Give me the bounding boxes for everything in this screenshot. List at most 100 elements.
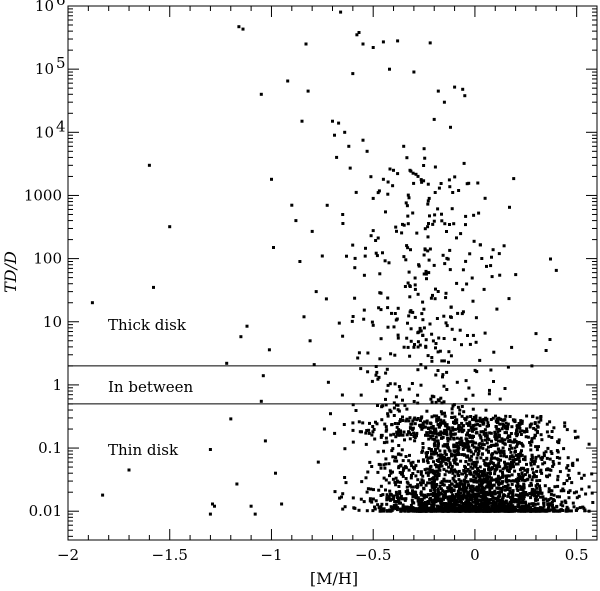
data-point	[503, 485, 507, 488]
data-point	[370, 320, 374, 324]
data-point	[478, 424, 482, 428]
x-tick-label: −1	[260, 546, 282, 564]
data-point	[549, 257, 552, 261]
data-point	[408, 295, 412, 299]
data-point	[512, 177, 516, 181]
y-tick-label-exponent: 6	[56, 0, 66, 9]
data-point	[521, 504, 524, 508]
data-point	[442, 314, 446, 318]
data-point	[505, 455, 508, 459]
data-point	[429, 464, 433, 468]
data-point	[428, 41, 432, 45]
data-point	[427, 271, 431, 275]
data-point	[521, 491, 524, 495]
data-point	[538, 509, 542, 513]
data-point	[481, 442, 484, 446]
data-point	[480, 452, 484, 456]
data-point	[298, 260, 302, 263]
data-point	[443, 414, 447, 418]
data-point	[333, 133, 336, 137]
data-point	[478, 445, 482, 449]
data-point	[435, 439, 439, 443]
data-point	[490, 255, 493, 259]
data-point	[401, 474, 405, 478]
data-point	[407, 430, 411, 434]
data-point	[548, 502, 551, 506]
data-point	[447, 178, 451, 182]
data-point	[548, 338, 552, 341]
data-point	[416, 393, 420, 397]
data-point	[425, 505, 429, 508]
data-point	[471, 500, 475, 504]
data-point	[509, 498, 513, 502]
data-point	[413, 343, 416, 346]
data-point	[490, 456, 494, 460]
x-tick-label: −0.5	[355, 546, 391, 564]
data-point	[377, 462, 381, 466]
data-point	[459, 232, 463, 236]
data-point	[384, 436, 388, 440]
data-point	[566, 464, 570, 468]
data-point	[535, 424, 539, 428]
data-point	[475, 370, 479, 374]
data-point	[529, 422, 533, 426]
data-point	[520, 429, 524, 433]
data-point	[451, 471, 455, 475]
data-point	[425, 277, 428, 281]
data-point	[390, 506, 394, 509]
data-point	[505, 475, 509, 479]
data-point	[564, 501, 568, 505]
data-point	[351, 403, 355, 407]
data-point	[366, 487, 370, 491]
data-point	[431, 491, 435, 495]
data-point	[437, 466, 441, 470]
data-point	[469, 426, 473, 429]
data-point	[468, 498, 472, 502]
data-point	[522, 504, 526, 508]
data-point	[513, 498, 517, 501]
data-point	[386, 296, 390, 300]
data-point	[493, 456, 496, 460]
data-point	[587, 485, 591, 489]
data-point	[392, 168, 395, 172]
data-point	[462, 453, 466, 457]
data-point	[454, 470, 458, 474]
data-point	[439, 501, 443, 505]
data-point	[442, 100, 446, 104]
data-point	[523, 429, 526, 433]
data-point	[426, 461, 430, 465]
data-point	[366, 370, 370, 374]
data-point	[444, 429, 448, 432]
data-point	[447, 350, 451, 354]
data-point	[515, 428, 519, 432]
data-point	[431, 431, 435, 435]
data-point	[487, 492, 491, 496]
data-point	[270, 177, 273, 181]
data-point	[436, 495, 440, 499]
data-point	[451, 495, 455, 499]
data-point	[486, 421, 490, 425]
data-point	[472, 478, 476, 482]
data-point	[377, 488, 381, 492]
data-point	[483, 331, 487, 335]
data-point	[286, 79, 290, 83]
data-point	[470, 434, 474, 438]
data-point	[508, 457, 512, 461]
data-point	[530, 483, 533, 487]
data-point	[474, 502, 478, 506]
data-point	[523, 507, 527, 511]
data-point	[539, 433, 543, 437]
data-point	[472, 470, 476, 474]
data-point	[435, 493, 439, 496]
data-point	[440, 464, 444, 468]
data-point	[403, 285, 407, 288]
data-point	[467, 422, 471, 426]
data-point	[426, 456, 430, 460]
data-point	[322, 427, 326, 431]
data-point	[452, 488, 456, 492]
data-point	[510, 446, 514, 450]
data-point	[389, 493, 393, 497]
data-point	[556, 450, 560, 454]
data-point	[395, 506, 399, 510]
data-point	[397, 385, 401, 388]
